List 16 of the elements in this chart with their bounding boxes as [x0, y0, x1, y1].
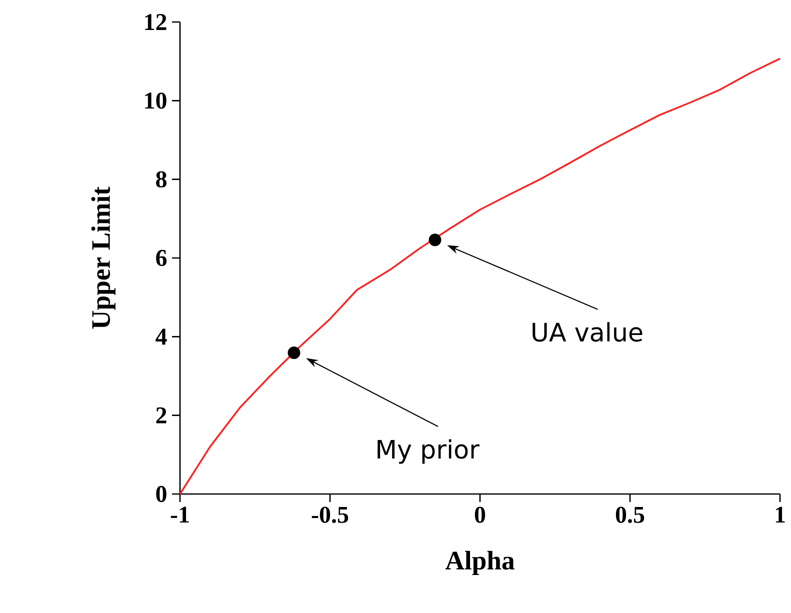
y-tick-label: 4 [156, 328, 167, 345]
y-tick-label: 10 [145, 92, 166, 109]
x-tick-label: 1 [776, 506, 785, 523]
y-tick-label: 0 [156, 486, 166, 502]
x-tick-label: 0 [474, 506, 486, 523]
y-axis-title: Upper Limit [91, 186, 116, 329]
y-tick-label: 8 [156, 171, 166, 188]
y-tick-label: 2 [156, 407, 166, 424]
y-tick-label: 12 [145, 14, 166, 30]
x-tick-label: -0.5 [312, 506, 348, 524]
x-tick-label: -1 [170, 506, 189, 523]
y-tick-label: 6 [156, 250, 167, 266]
x-axis-title: Alpha [445, 550, 514, 576]
x-tick-label: 0.5 [616, 506, 644, 524]
annotation: UA value [532, 322, 642, 342]
annotation: My prior [378, 439, 480, 464]
